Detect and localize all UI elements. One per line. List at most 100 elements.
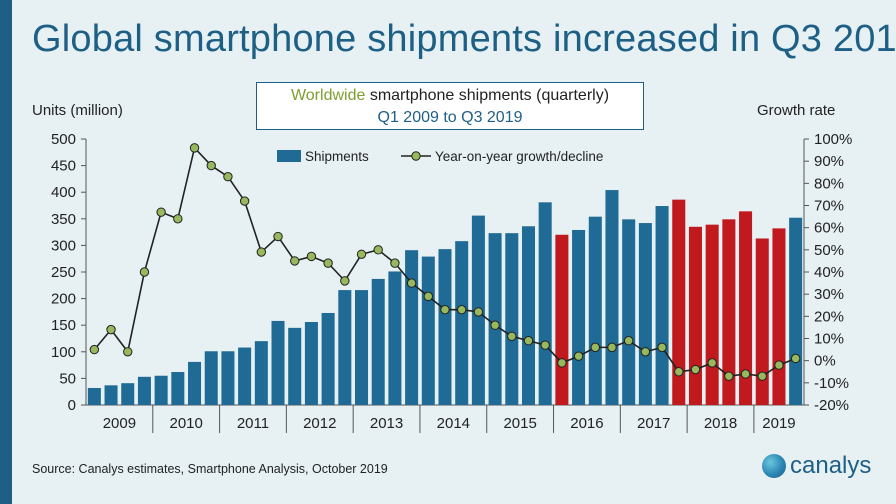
- bar-shipments: [705, 224, 719, 405]
- bar-shipments: [789, 217, 803, 405]
- bar-shipments: [722, 219, 736, 405]
- growth-point: [690, 364, 701, 375]
- y-tick-label: 250: [51, 264, 76, 281]
- growth-point: [456, 304, 467, 315]
- x-tick-label: 2012: [303, 415, 336, 432]
- chart-subtitle-line1: Worldwide smartphone shipments (quarterl…: [257, 85, 643, 107]
- x-tick-label: 2017: [637, 415, 670, 432]
- y2-tick-label: 30%: [814, 286, 844, 303]
- growth-point: [323, 258, 333, 268]
- bar-shipments: [121, 383, 135, 405]
- bar-shipments: [572, 229, 586, 405]
- source-note: Source: Canalys estimates, Smartphone An…: [32, 462, 388, 476]
- bar-shipments: [622, 219, 636, 405]
- bar-shipments: [505, 233, 519, 405]
- bar-shipments: [455, 241, 469, 405]
- y-tick-label: 450: [51, 158, 76, 175]
- chart-subtitle-box: Worldwide smartphone shipments (quarterl…: [256, 82, 644, 130]
- bar-shipments: [538, 202, 552, 405]
- y2-tick-label: -20%: [814, 397, 849, 414]
- growth-point: [406, 278, 417, 288]
- chart-subtitle-line2: Q1 2009 to Q3 2019: [377, 109, 523, 126]
- bar-shipments: [171, 372, 185, 405]
- growth-point: [423, 291, 434, 302]
- bar-shipments: [405, 250, 419, 405]
- y2-tick-label: -10%: [814, 375, 849, 392]
- bar-shipments: [688, 226, 702, 405]
- growth-point: [623, 336, 634, 346]
- bar-shipments: [254, 341, 268, 405]
- bar-shipments: [154, 375, 168, 405]
- growth-point: [657, 342, 667, 353]
- bar-shipments: [672, 199, 686, 405]
- y-tick-label: 400: [51, 184, 76, 201]
- x-tick-label: 2019: [762, 415, 795, 432]
- growth-point: [173, 214, 183, 224]
- bar-shipments: [188, 361, 202, 405]
- bar-shipments: [354, 290, 369, 405]
- growth-point: [290, 256, 300, 266]
- subtitle-highlight: Worldwide: [290, 87, 366, 104]
- growth-point: [523, 336, 534, 346]
- bar-shipments: [371, 278, 385, 405]
- growth-point: [774, 360, 784, 370]
- y2-tick-label: 80%: [814, 175, 844, 192]
- bar-shipments: [338, 290, 352, 405]
- x-tick-label: 2011: [237, 415, 269, 432]
- y-tick-label: 100: [51, 344, 76, 361]
- y2-tick-label: 60%: [814, 220, 844, 237]
- y2-tick-label: 50%: [814, 242, 844, 259]
- bar-shipments: [638, 223, 652, 405]
- x-tick-label: 2015: [503, 415, 536, 432]
- growth-point: [340, 276, 350, 286]
- y2-tick-label: 100%: [814, 131, 852, 148]
- x-tick-label: 2016: [570, 415, 603, 432]
- x-tick-label: 2013: [370, 415, 403, 432]
- bar-shipments: [772, 228, 786, 405]
- x-tick-label: 2014: [437, 415, 470, 432]
- growth-point: [256, 247, 267, 257]
- growth-point: [607, 342, 617, 353]
- bar-shipments: [755, 238, 769, 405]
- legend-label-shipments: Shipments: [305, 149, 369, 164]
- growth-point: [390, 258, 400, 268]
- growth-point: [273, 231, 283, 242]
- growth-point: [156, 207, 166, 217]
- y2-tick-label: 20%: [814, 308, 844, 325]
- subtitle-rest: smartphone shipments (quarterly): [365, 87, 610, 104]
- growth-point: [757, 371, 767, 381]
- growth-point: [540, 340, 550, 350]
- bar-shipments: [521, 226, 536, 405]
- bar-shipments: [87, 387, 101, 405]
- y-tick-label: 300: [51, 237, 76, 254]
- growth-point: [356, 249, 367, 259]
- bar-shipments: [488, 233, 502, 405]
- growth-point: [206, 160, 216, 171]
- growth-point: [139, 267, 150, 277]
- bar-shipments: [321, 312, 335, 405]
- canalys-logo: canalys: [762, 450, 882, 484]
- bar-shipments: [555, 234, 569, 405]
- bar-shipments: [271, 320, 285, 405]
- page-title: Global smartphone shipments increased in…: [32, 18, 896, 60]
- growth-point: [640, 347, 651, 357]
- growth-point: [790, 353, 801, 364]
- bar-shipments: [739, 211, 753, 405]
- growth-point: [490, 320, 500, 330]
- legend-marker-growth: [411, 151, 421, 161]
- x-tick-label: 2009: [103, 415, 136, 432]
- y-axis-label-right: Growth rate: [757, 102, 836, 119]
- bar-shipments: [304, 322, 318, 405]
- growth-point: [707, 358, 717, 368]
- growth-point: [89, 344, 100, 355]
- bar-shipments: [588, 216, 602, 405]
- y2-tick-label: 90%: [814, 153, 844, 170]
- x-tick-label: 2010: [169, 415, 202, 432]
- growth-point: [557, 358, 567, 368]
- y-tick-label: 500: [51, 131, 76, 148]
- growth-point: [373, 245, 383, 255]
- y2-tick-label: 0%: [814, 353, 836, 370]
- y-tick-label: 0: [68, 397, 76, 414]
